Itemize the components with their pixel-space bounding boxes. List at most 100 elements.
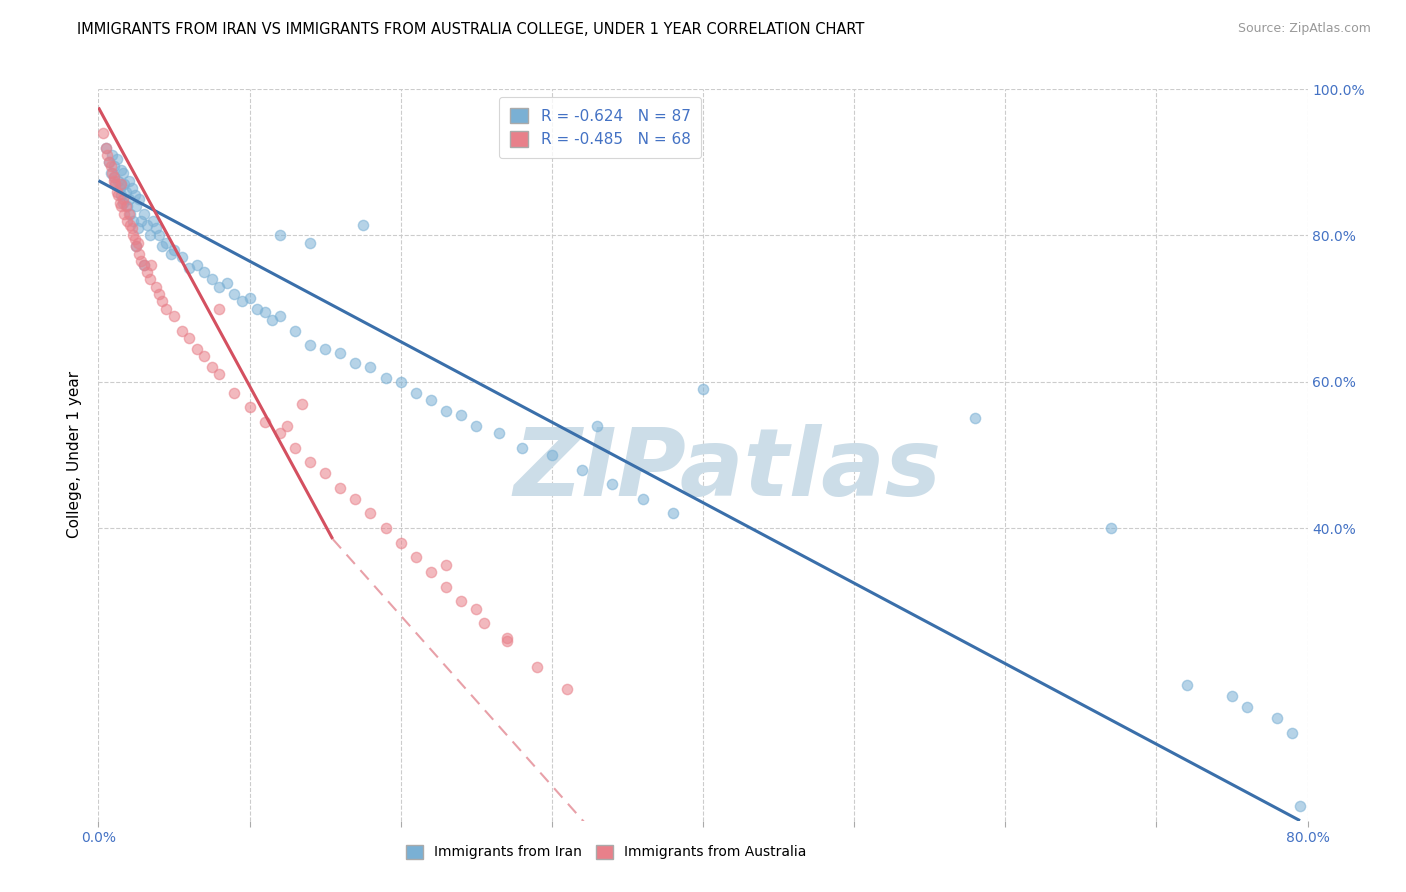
Text: Source: ZipAtlas.com: Source: ZipAtlas.com — [1237, 22, 1371, 36]
Point — [571, 462, 593, 476]
Point — [269, 228, 291, 243]
Point — [1099, 521, 1122, 535]
Point — [112, 178, 135, 192]
Point — [201, 272, 224, 286]
Point — [163, 243, 186, 257]
Point — [96, 148, 118, 162]
Point — [389, 375, 412, 389]
Point — [112, 206, 135, 220]
Point — [118, 206, 141, 220]
Point — [344, 356, 367, 371]
Point — [104, 178, 127, 192]
Point — [155, 235, 177, 250]
Point — [125, 199, 148, 213]
Point — [150, 239, 173, 253]
Point — [128, 192, 150, 206]
Point — [132, 258, 155, 272]
Point — [110, 162, 132, 177]
Point — [374, 371, 396, 385]
Point — [150, 294, 173, 309]
Point — [129, 214, 152, 228]
Point — [495, 634, 517, 648]
Point — [141, 258, 163, 272]
Point — [1236, 700, 1258, 714]
Point — [179, 331, 201, 345]
Point — [107, 173, 129, 188]
Point — [224, 287, 246, 301]
Text: ZIPatlas: ZIPatlas — [513, 424, 941, 516]
Point — [94, 141, 117, 155]
Point — [465, 601, 488, 615]
Point — [100, 166, 122, 180]
Point — [170, 251, 193, 265]
Point — [135, 265, 157, 279]
Point — [121, 221, 143, 235]
Point — [269, 425, 291, 440]
Point — [253, 415, 276, 429]
Point — [239, 291, 262, 305]
Point — [101, 148, 124, 162]
Point — [118, 173, 141, 188]
Point — [405, 550, 427, 565]
Point — [510, 441, 533, 455]
Point — [329, 345, 352, 359]
Point — [420, 565, 443, 579]
Point — [111, 192, 134, 206]
Point — [101, 166, 124, 180]
Point — [127, 235, 149, 250]
Point — [450, 408, 472, 422]
Point — [208, 279, 231, 293]
Point — [692, 382, 714, 396]
Legend: Immigrants from Iran, Immigrants from Australia: Immigrants from Iran, Immigrants from Au… — [401, 839, 811, 865]
Point — [148, 287, 170, 301]
Point — [314, 342, 336, 356]
Point — [299, 455, 322, 469]
Point — [128, 246, 150, 260]
Point — [115, 199, 138, 213]
Point — [91, 126, 114, 140]
Point — [314, 466, 336, 480]
Point — [291, 397, 314, 411]
Point — [111, 195, 134, 210]
Point — [405, 385, 427, 400]
Point — [118, 192, 141, 206]
Point — [132, 258, 155, 272]
Point — [114, 185, 136, 199]
Point — [1289, 799, 1312, 814]
Point — [98, 155, 121, 169]
Point — [602, 477, 624, 491]
Point — [299, 338, 322, 352]
Point — [108, 181, 131, 195]
Point — [465, 418, 488, 433]
Y-axis label: College, Under 1 year: College, Under 1 year — [67, 371, 83, 539]
Point — [284, 324, 307, 338]
Point — [110, 188, 132, 202]
Point — [125, 239, 148, 253]
Point — [139, 272, 162, 286]
Point — [120, 218, 142, 232]
Point — [122, 228, 145, 243]
Point — [111, 166, 134, 180]
Point — [121, 181, 143, 195]
Point — [434, 404, 457, 418]
Point — [360, 507, 382, 521]
Point — [179, 261, 201, 276]
Point — [1281, 726, 1303, 740]
Point — [122, 214, 145, 228]
Point — [105, 152, 128, 166]
Point — [540, 448, 562, 462]
Point — [104, 178, 127, 192]
Point — [201, 360, 224, 375]
Point — [352, 218, 374, 232]
Point — [160, 246, 183, 260]
Point — [555, 681, 578, 696]
Point — [472, 616, 495, 631]
Point — [1220, 690, 1243, 704]
Point — [100, 159, 122, 173]
Point — [488, 425, 510, 440]
Point — [208, 301, 231, 316]
Point — [103, 173, 125, 188]
Point — [434, 558, 457, 572]
Point — [420, 393, 443, 408]
Point — [246, 301, 269, 316]
